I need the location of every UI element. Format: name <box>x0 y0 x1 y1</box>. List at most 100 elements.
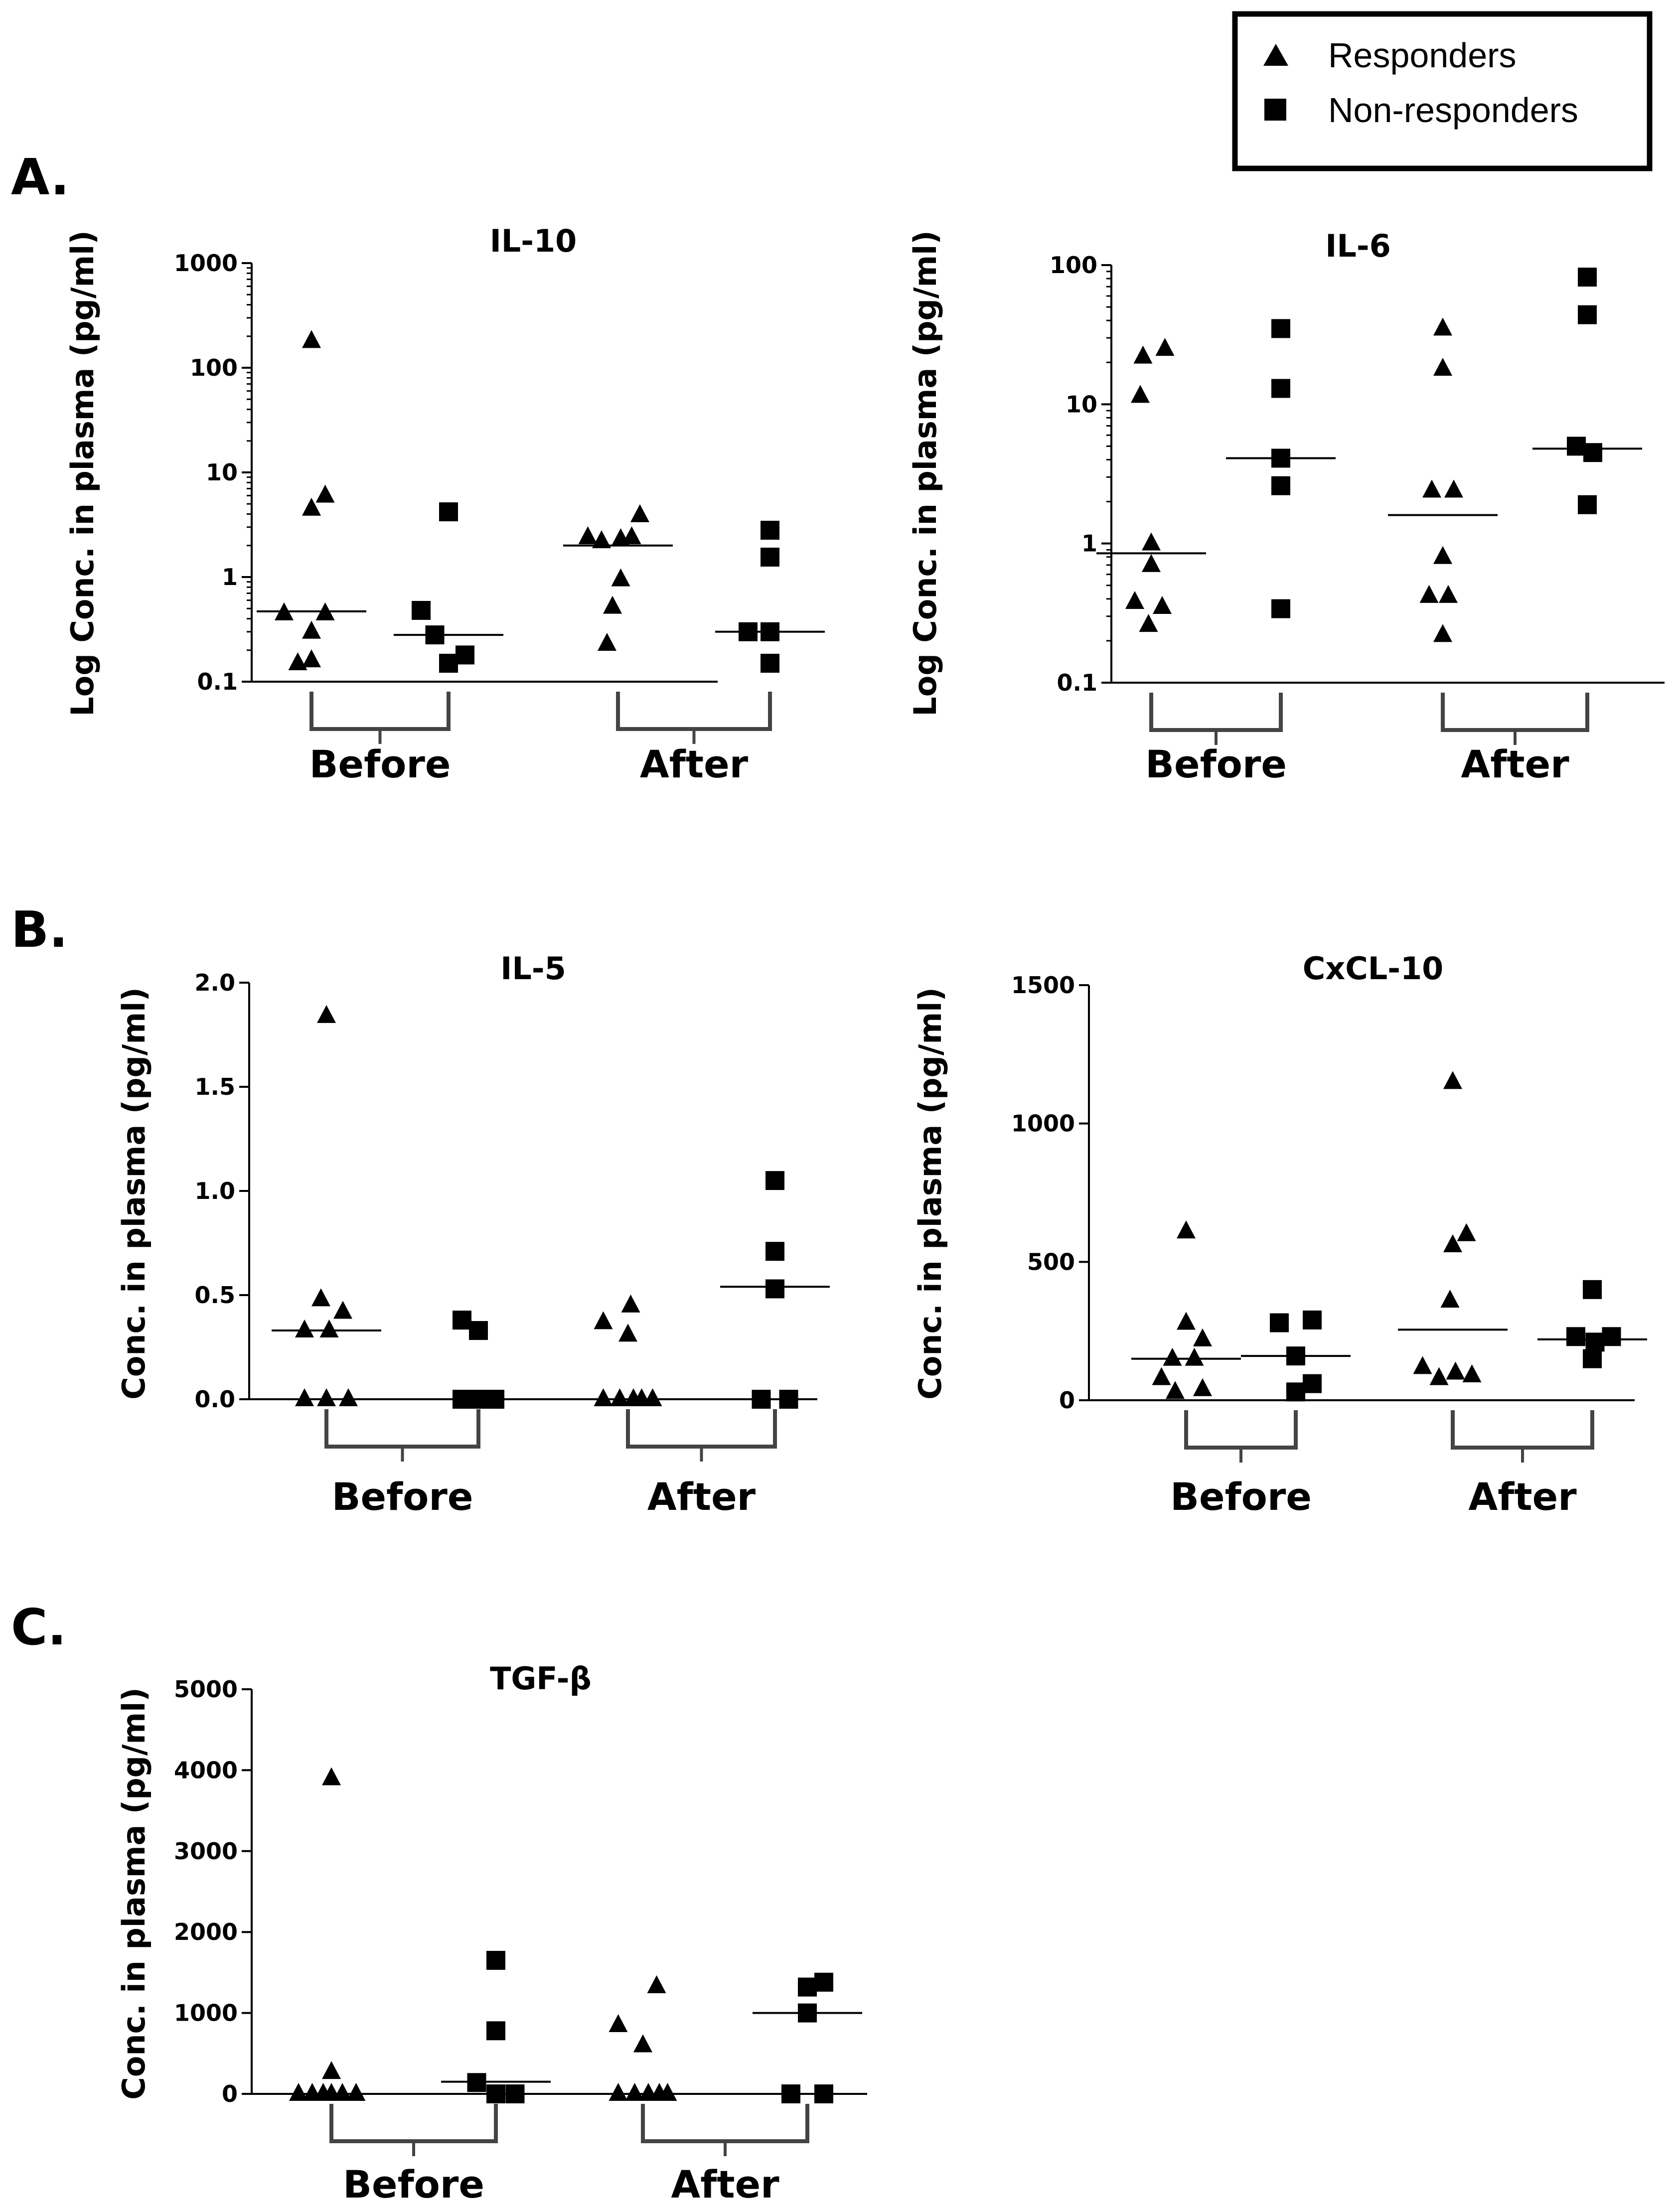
il-6-before-responders-point <box>1131 385 1150 403</box>
cxcl-10-group-bracket <box>1451 1410 1594 1450</box>
il-6-before-responders-point <box>1155 338 1175 356</box>
il-6-before-responders-point <box>1142 554 1161 572</box>
il-6-after-responders-point <box>1433 358 1452 376</box>
cxcl-10-before-responders-point <box>1193 1328 1212 1346</box>
il-10-after-non-responders-point <box>739 622 758 641</box>
il-5-before-responders-point <box>295 1320 314 1338</box>
il-10-y-tick-label: 1000 <box>174 250 238 277</box>
il-6-before-non-responders-point <box>1271 599 1290 618</box>
il-5-y-tick-label: 2.0 <box>195 969 236 996</box>
cxcl-10-before-non-responders-point <box>1286 1382 1305 1402</box>
tgf-before-non-responders-point <box>486 1951 505 1970</box>
legend-box <box>1232 11 1653 171</box>
tgf-y-tick-label: 3000 <box>174 1838 238 1865</box>
tgf-y-axis-label: Conc. in plasma (pg/ml) <box>116 1687 152 2099</box>
cxcl-10-title: CxCL-10 <box>1303 950 1444 987</box>
chart-il-5: IL-5 Conc. in plasma (pg/ml) 0.0 0.5 1.0 1.5 2… <box>116 950 830 1519</box>
il-10-after-non-responders-point <box>761 622 779 641</box>
il-10-before-non-responders-point <box>456 645 474 665</box>
panel-label-c: C. <box>11 1598 66 1656</box>
il-10-before-responders-point <box>302 497 321 516</box>
il-10-before-responders-point <box>288 652 307 671</box>
il-10-y-tick-label: 10 <box>206 459 238 486</box>
il-6-y-tick-label: 1 <box>1081 530 1097 557</box>
il-6-group-label-before: Before <box>1145 742 1287 786</box>
tgf-y-tick-label: 1000 <box>174 2000 238 2027</box>
tgf-after-non-responders-point <box>798 2003 817 2023</box>
il-6-y-axis-label: Log Conc. in plasma (pg/ml) <box>907 230 943 717</box>
chart-il-6: IL-6 Log Conc. in plasma (pg/ml) 0.1 1 10 100… <box>907 228 1665 786</box>
il-5-after-responders-point <box>594 1311 613 1329</box>
il-5-after-responders-point <box>618 1324 637 1342</box>
il-10-group-bracket <box>309 692 451 731</box>
il-5-before-non-responders-point <box>453 1311 471 1330</box>
il-6-before-non-responders-point <box>1271 448 1290 468</box>
tgf-after-non-responders-point <box>781 2084 800 2103</box>
cxcl-10-after-responders-point <box>1462 1364 1482 1383</box>
tgf-after-responders-point <box>633 2034 652 2053</box>
il-5-title: IL-5 <box>500 950 566 987</box>
il-5-after-non-responders-point <box>765 1279 784 1299</box>
il-5-before-non-responders-point <box>453 1390 471 1409</box>
chart-tgf-beta: TGF-β Conc. in plasma (pg/ml) 0 1000 2000 300… <box>116 1660 867 2206</box>
legend-label-non-responders: Non-responders <box>1328 91 1578 130</box>
tgf-before-non-responders-point <box>505 2084 525 2103</box>
il-10-after-responders-point <box>598 633 616 651</box>
cxcl-10-y-tick-label: 1000 <box>1011 1110 1075 1137</box>
il-10-before-non-responders-point <box>425 625 445 645</box>
il-6-after-responders-point <box>1419 585 1439 603</box>
tgf-title: TGF-β <box>490 1660 592 1697</box>
tgf-after-responders-point <box>609 2083 628 2101</box>
cxcl-10-y-tick-label: 0 <box>1059 1387 1075 1414</box>
cxcl-10-group-bracket <box>1184 1410 1298 1450</box>
il-5-after-non-responders-point <box>765 1171 784 1190</box>
cxcl-10-after-responders-point <box>1443 1234 1462 1253</box>
cxcl-10-after-responders-point <box>1457 1223 1476 1241</box>
tgf-after-responders-point <box>625 2083 644 2101</box>
cxcl-10-before-responders-point <box>1177 1312 1196 1330</box>
cxcl-10-after-responders-point <box>1413 1356 1432 1374</box>
tgf-group-bracket <box>329 2104 498 2143</box>
il-6-after-non-responders-point <box>1583 443 1602 462</box>
cxcl-10-before-non-responders-point <box>1303 1374 1322 1393</box>
tgf-after-non-responders-point <box>814 1972 833 1992</box>
il-6-after-responders-point <box>1439 585 1458 603</box>
chart-il-10: IL-10 Log Conc. in plasma (pg/ml) 0.1 1 10 10… <box>64 223 825 786</box>
cxcl-10-before-non-responders-point <box>1270 1313 1289 1332</box>
il-5-group-bracket <box>626 1409 777 1449</box>
cxcl-10-y-tick-label: 1500 <box>1011 972 1075 999</box>
il-5-before-non-responders-point <box>469 1390 488 1409</box>
il-6-after-non-responders-point <box>1578 305 1597 324</box>
il-10-group-label-after: After <box>640 742 749 786</box>
il-6-before-non-responders-point <box>1271 379 1290 398</box>
tgf-before-responders-point <box>289 2083 308 2101</box>
cxcl-10-before-responders-point <box>1163 1347 1182 1366</box>
il-10-y-tick-label: 100 <box>190 354 238 381</box>
il-5-before-responders-point <box>339 1388 358 1406</box>
cxcl-10-after-responders-point <box>1443 1071 1462 1089</box>
tgf-after-responders-point <box>609 2014 628 2032</box>
tgf-before-non-responders-point <box>486 2021 505 2041</box>
tgf-y-tick-label: 5000 <box>174 1676 238 1703</box>
tgf-after-responders-point <box>647 1975 666 1994</box>
il-5-after-responders-point <box>594 1388 613 1406</box>
il-6-after-responders-point <box>1433 546 1452 564</box>
cxcl-10-after-non-responders-point <box>1566 1327 1585 1346</box>
il-5-after-responders-point <box>610 1388 629 1406</box>
tgf-group-bracket <box>641 2104 809 2143</box>
cxcl-10-before-responders-point <box>1185 1347 1204 1366</box>
legend-triangle-icon <box>1263 44 1288 66</box>
il-6-y-tick-label: 100 <box>1050 252 1097 279</box>
il-10-before-responders-point <box>302 620 321 639</box>
chart-cxcl-10: CxCL-10 Conc. in plasma (pg/ml) 0 500 1000 15… <box>912 950 1647 1519</box>
il-5-after-responders-point <box>643 1388 662 1406</box>
tgf-before-responders-point <box>346 2083 366 2101</box>
il-10-after-responders-point <box>603 595 622 614</box>
cxcl-10-after-responders-point <box>1429 1367 1449 1385</box>
il-6-before-responders-point <box>1125 591 1144 609</box>
il-10-y-tick-label: 0.1 <box>197 668 238 695</box>
il-5-after-non-responders-point <box>779 1390 798 1409</box>
il-5-before-responders-point <box>319 1320 339 1338</box>
cxcl-10-after-non-responders-point <box>1583 1349 1602 1368</box>
